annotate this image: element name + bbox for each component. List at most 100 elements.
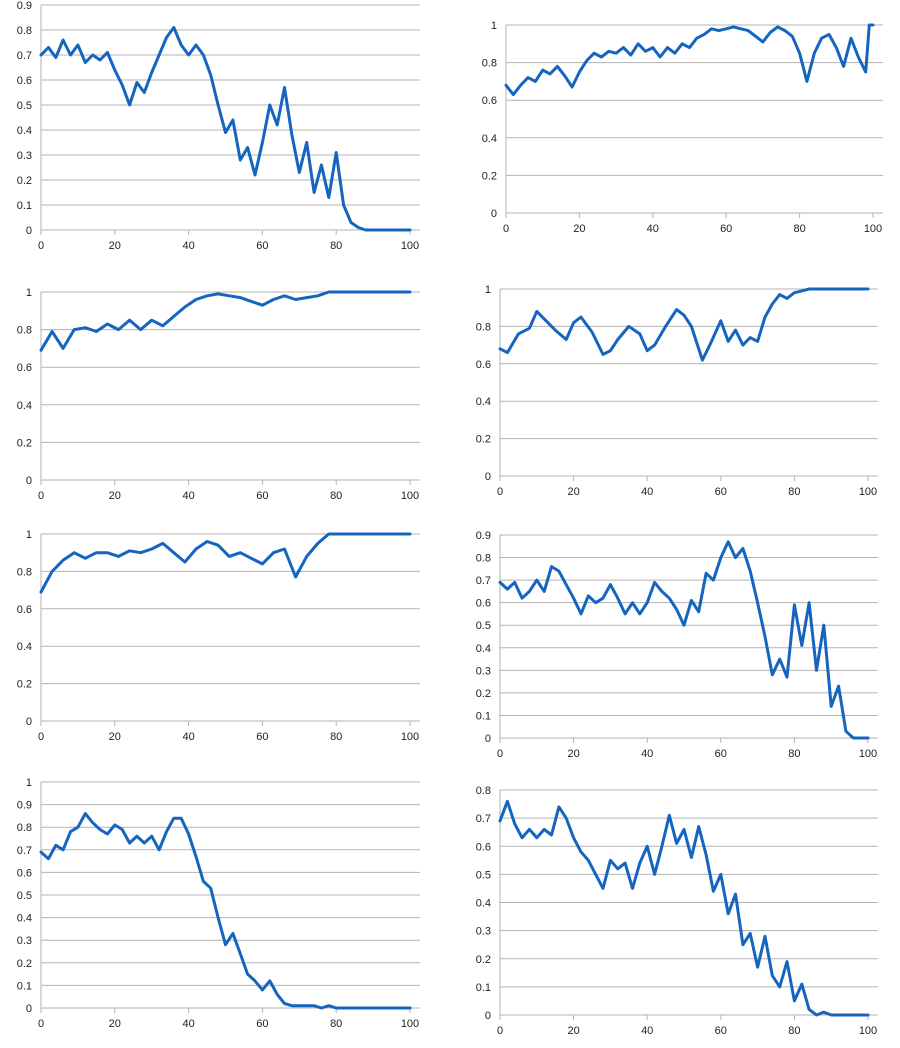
ytick-label-1-1: 0.1 — [17, 200, 32, 212]
ytick-label-7-10: 1 — [26, 777, 32, 789]
ytick-label-4-2: 0.4 — [476, 396, 491, 408]
xtick-label-8-2: 40 — [641, 1025, 653, 1037]
xtick-label-7-3: 60 — [256, 1018, 268, 1030]
ytick-label-2-2: 0.4 — [482, 133, 497, 145]
ytick-label-4-1: 0.2 — [476, 434, 491, 446]
xtick-label-2-0: 0 — [503, 223, 509, 235]
ytick-label-2-3: 0.6 — [482, 95, 497, 107]
ytick-label-2-5: 1 — [491, 20, 497, 32]
ytick-label-1-6: 0.6 — [17, 75, 32, 87]
ytick-label-1-4: 0.4 — [17, 125, 32, 137]
ytick-label-5-0: 0 — [26, 716, 32, 728]
ytick-label-7-2: 0.2 — [17, 958, 32, 970]
ytick-label-8-3: 0.3 — [476, 926, 491, 938]
ytick-label-5-2: 0.4 — [17, 641, 32, 653]
xtick-label-2-5: 100 — [864, 223, 882, 235]
series-line-7 — [39, 812, 412, 1010]
xtick-label-4-5: 100 — [859, 486, 877, 498]
xtick-label-5-3: 60 — [256, 731, 268, 743]
ytick-label-6-2: 0.2 — [476, 688, 491, 700]
ytick-label-7-5: 0.5 — [17, 890, 32, 902]
ytick-label-3-3: 0.6 — [17, 362, 32, 374]
ytick-label-3-4: 0.8 — [17, 325, 32, 337]
ytick-label-3-5: 1 — [26, 287, 32, 299]
ytick-label-5-4: 0.8 — [17, 566, 32, 578]
ytick-label-8-2: 0.2 — [476, 954, 491, 966]
ytick-label-8-1: 0.1 — [476, 982, 491, 994]
ytick-label-5-1: 0.2 — [17, 679, 32, 691]
ytick-label-2-0: 0 — [491, 208, 497, 220]
xtick-label-1-5: 100 — [401, 240, 419, 252]
ytick-label-3-1: 0.2 — [17, 437, 32, 449]
chart-7: 0 0.1 0.2 0.3 0.4 0.5 0.6 0.7 0.8 0.9 1 0 20 40 60 80 10… — [17, 777, 420, 1030]
chart-6: 0 0.1 0.2 0.3 0.4 0.5 0.6 0.7 0.8 0.9 0 20 40 60 80 100 — [476, 530, 878, 760]
ytick-label-6-9: 0.9 — [476, 530, 491, 542]
xtick-label-7-0: 0 — [38, 1018, 44, 1030]
chart-4: 0 0.2 0.4 0.6 0.8 1 0 20 40 60 80 100 — [476, 284, 878, 498]
ytick-label-7-8: 0.8 — [17, 822, 32, 834]
ytick-label-7-0: 0 — [26, 1003, 32, 1015]
ytick-label-6-7: 0.7 — [476, 575, 491, 587]
xtick-label-3-1: 20 — [109, 490, 121, 502]
ytick-label-6-8: 0.8 — [476, 553, 491, 565]
ytick-label-7-9: 0.9 — [17, 800, 32, 812]
ytick-label-6-1: 0.1 — [476, 710, 491, 722]
xtick-label-2-4: 80 — [793, 223, 805, 235]
xtick-label-5-1: 20 — [109, 731, 121, 743]
xtick-label-6-5: 100 — [859, 748, 877, 760]
ytick-label-8-6: 0.6 — [476, 841, 491, 853]
ytick-label-3-0: 0 — [26, 475, 32, 487]
ytick-label-1-5: 0.5 — [17, 100, 32, 112]
chart-8: 0 0.1 0.2 0.3 0.4 0.5 0.6 0.7 0.8 0 20 40 60 80 100 — [476, 785, 878, 1037]
xtick-label-7-4: 80 — [330, 1018, 342, 1030]
ytick-label-3-2: 0.4 — [17, 400, 32, 412]
ytick-label-5-3: 0.6 — [17, 604, 32, 616]
xtick-label-6-4: 80 — [788, 748, 800, 760]
ytick-label-8-4: 0.4 — [476, 898, 491, 910]
ytick-label-6-4: 0.4 — [476, 643, 491, 655]
series-line-3 — [39, 290, 412, 352]
xtick-label-2-2: 40 — [647, 223, 659, 235]
xtick-label-4-2: 40 — [641, 486, 653, 498]
xtick-label-6-1: 20 — [567, 748, 579, 760]
xtick-label-1-2: 40 — [182, 240, 194, 252]
series-line-4 — [498, 287, 870, 362]
xtick-label-5-0: 0 — [38, 731, 44, 743]
xtick-label-8-0: 0 — [497, 1025, 503, 1037]
series-line-2 — [504, 23, 875, 97]
ytick-label-5-5: 1 — [26, 529, 32, 541]
ytick-label-8-8: 0.8 — [476, 785, 491, 797]
xtick-label-2-1: 20 — [573, 223, 585, 235]
xtick-label-6-0: 0 — [497, 748, 503, 760]
ytick-label-8-7: 0.7 — [476, 813, 491, 825]
xtick-label-4-4: 80 — [788, 486, 800, 498]
ytick-label-1-2: 0.2 — [17, 175, 32, 187]
ytick-label-8-5: 0.5 — [476, 869, 491, 881]
ytick-label-7-4: 0.4 — [17, 913, 32, 925]
xtick-label-7-5: 100 — [401, 1018, 419, 1030]
xtick-label-3-4: 80 — [330, 490, 342, 502]
xtick-label-5-2: 40 — [182, 731, 194, 743]
xtick-label-5-5: 100 — [401, 731, 419, 743]
chart-2: 0 0.2 0.4 0.6 0.8 1 0 20 40 60 80 100 — [482, 20, 883, 235]
xtick-label-8-5: 100 — [859, 1025, 877, 1037]
chart-1: 0 0.1 0.2 0.3 0.4 0.5 0.6 0.7 0.8 0.9 0 20 40 60 80 100 — [17, 0, 420, 252]
xtick-label-4-1: 20 — [567, 486, 579, 498]
xtick-label-1-0: 0 — [38, 240, 44, 252]
ytick-label-6-6: 0.6 — [476, 598, 491, 610]
xtick-label-7-1: 20 — [109, 1018, 121, 1030]
ytick-label-6-3: 0.3 — [476, 665, 491, 677]
ytick-label-7-6: 0.6 — [17, 867, 32, 879]
ytick-label-1-0: 0 — [26, 225, 32, 237]
ytick-label-1-7: 0.7 — [17, 50, 32, 62]
xtick-label-4-0: 0 — [497, 486, 503, 498]
ytick-label-1-3: 0.3 — [17, 150, 32, 162]
ytick-label-4-4: 0.8 — [476, 321, 491, 333]
ytick-label-4-0: 0 — [485, 471, 491, 483]
series-line-8 — [498, 799, 870, 1017]
xtick-label-6-2: 40 — [641, 748, 653, 760]
series-line-1 — [39, 26, 412, 232]
series-line-5 — [39, 532, 412, 594]
xtick-label-5-4: 80 — [330, 731, 342, 743]
